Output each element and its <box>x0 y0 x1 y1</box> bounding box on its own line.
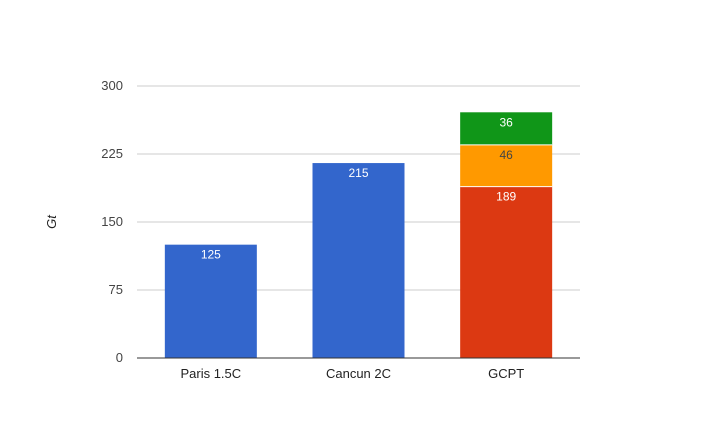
data-label: 215 <box>348 166 368 180</box>
x-tick-label: Cancun 2C <box>326 366 391 381</box>
data-label: 189 <box>496 190 516 204</box>
y-axis-label: Gt <box>44 214 59 229</box>
y-tick-label: 150 <box>101 214 123 229</box>
x-tick-label: GCPT <box>488 366 524 381</box>
y-tick-label: 225 <box>101 146 123 161</box>
y-tick-label: 300 <box>101 78 123 93</box>
x-tick-label: Paris 1.5C <box>180 366 241 381</box>
bar-gcpt-segment-1 <box>460 186 553 358</box>
data-label: 46 <box>499 148 513 162</box>
data-label: 125 <box>201 248 221 262</box>
bars <box>164 112 553 358</box>
axes: 0 75 150 225 300 Paris 1.5C Cancun 2C GCPT <box>101 78 580 381</box>
bar-gcpt-segment-3 <box>460 112 553 145</box>
data-labels: 125 215 189 46 36 <box>201 115 517 261</box>
y-tick-label: 75 <box>109 282 123 297</box>
y-tick-label: 0 <box>116 350 123 365</box>
bar-gcpt-segment-2 <box>460 144 553 187</box>
bar-paris-1-5c-segment-1 <box>164 244 257 358</box>
data-label: 36 <box>499 115 513 129</box>
bar-cancun-2c-segment-1 <box>312 163 405 358</box>
